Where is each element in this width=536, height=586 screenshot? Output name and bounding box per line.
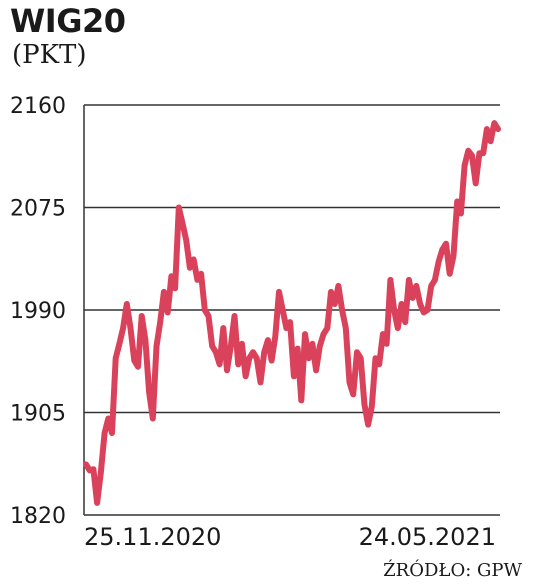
y-tick-label: 2075 [10,197,66,222]
chart-title: WIG20 [10,2,126,40]
x-tick-label: 25.11.2020 [84,523,221,551]
y-tick-label: 1990 [10,299,66,324]
series-line [83,120,501,506]
source-note: ŹRÓDŁO: GPW [383,560,522,581]
x-tick-label: 24.05.2021 [359,523,496,551]
y-tick-label: 2160 [10,94,66,119]
y-tick-label: 1905 [10,402,66,427]
y-tick-label: 1820 [10,504,66,529]
unit-label: (PKT) [12,40,87,70]
